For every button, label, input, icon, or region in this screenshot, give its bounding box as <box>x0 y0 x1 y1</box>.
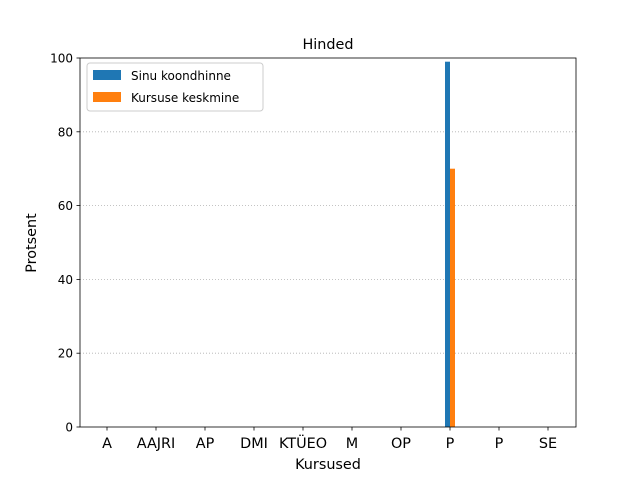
chart-title: Hinded <box>302 37 353 53</box>
legend-frame <box>86 62 264 112</box>
x-tick-label: OP <box>391 436 411 452</box>
x-tick-label: DMI <box>240 436 268 452</box>
x-tick-label: A <box>102 436 112 452</box>
x-tick-label: P <box>446 436 455 452</box>
x-axis: A AAJRI AP DMI KTÜEO M OP P P SE <box>102 427 557 452</box>
grid-lines <box>80 131 576 354</box>
legend-label-sinu-koondhinne: Sinu koondhinne <box>131 69 231 83</box>
y-tick-label: 60 <box>58 199 73 213</box>
x-tick-label: AAJRI <box>137 436 176 452</box>
y-axis: 0 20 40 60 80 100 <box>50 52 80 435</box>
x-tick-label: KTÜEO <box>279 434 327 452</box>
legend: Sinu koondhinne Kursuse keskmine <box>86 62 264 112</box>
x-tick-label: M <box>346 436 358 452</box>
legend-swatch-kursuse-keskmine <box>93 92 121 102</box>
y-tick-label: 100 <box>50 52 73 66</box>
x-tick-label: P <box>495 436 504 452</box>
plot-frame <box>79 57 577 428</box>
legend-swatch-sinu-koondhinne <box>93 70 121 80</box>
y-axis-label: Protsent <box>24 213 40 273</box>
bar-kursuse-keskmine <box>450 168 455 427</box>
legend-label-kursuse-keskmine: Kursuse keskmine <box>131 91 239 105</box>
x-tick-label: AP <box>196 436 215 452</box>
y-tick-label: 80 <box>58 125 73 139</box>
x-axis-label: Kursused <box>295 457 361 473</box>
y-tick-label: 0 <box>65 421 73 435</box>
bar-sinu-koondhinne <box>445 61 450 427</box>
x-tick-label: SE <box>539 436 557 452</box>
y-tick-label: 40 <box>58 273 73 287</box>
y-tick-label: 20 <box>58 347 73 361</box>
bars <box>445 61 455 427</box>
